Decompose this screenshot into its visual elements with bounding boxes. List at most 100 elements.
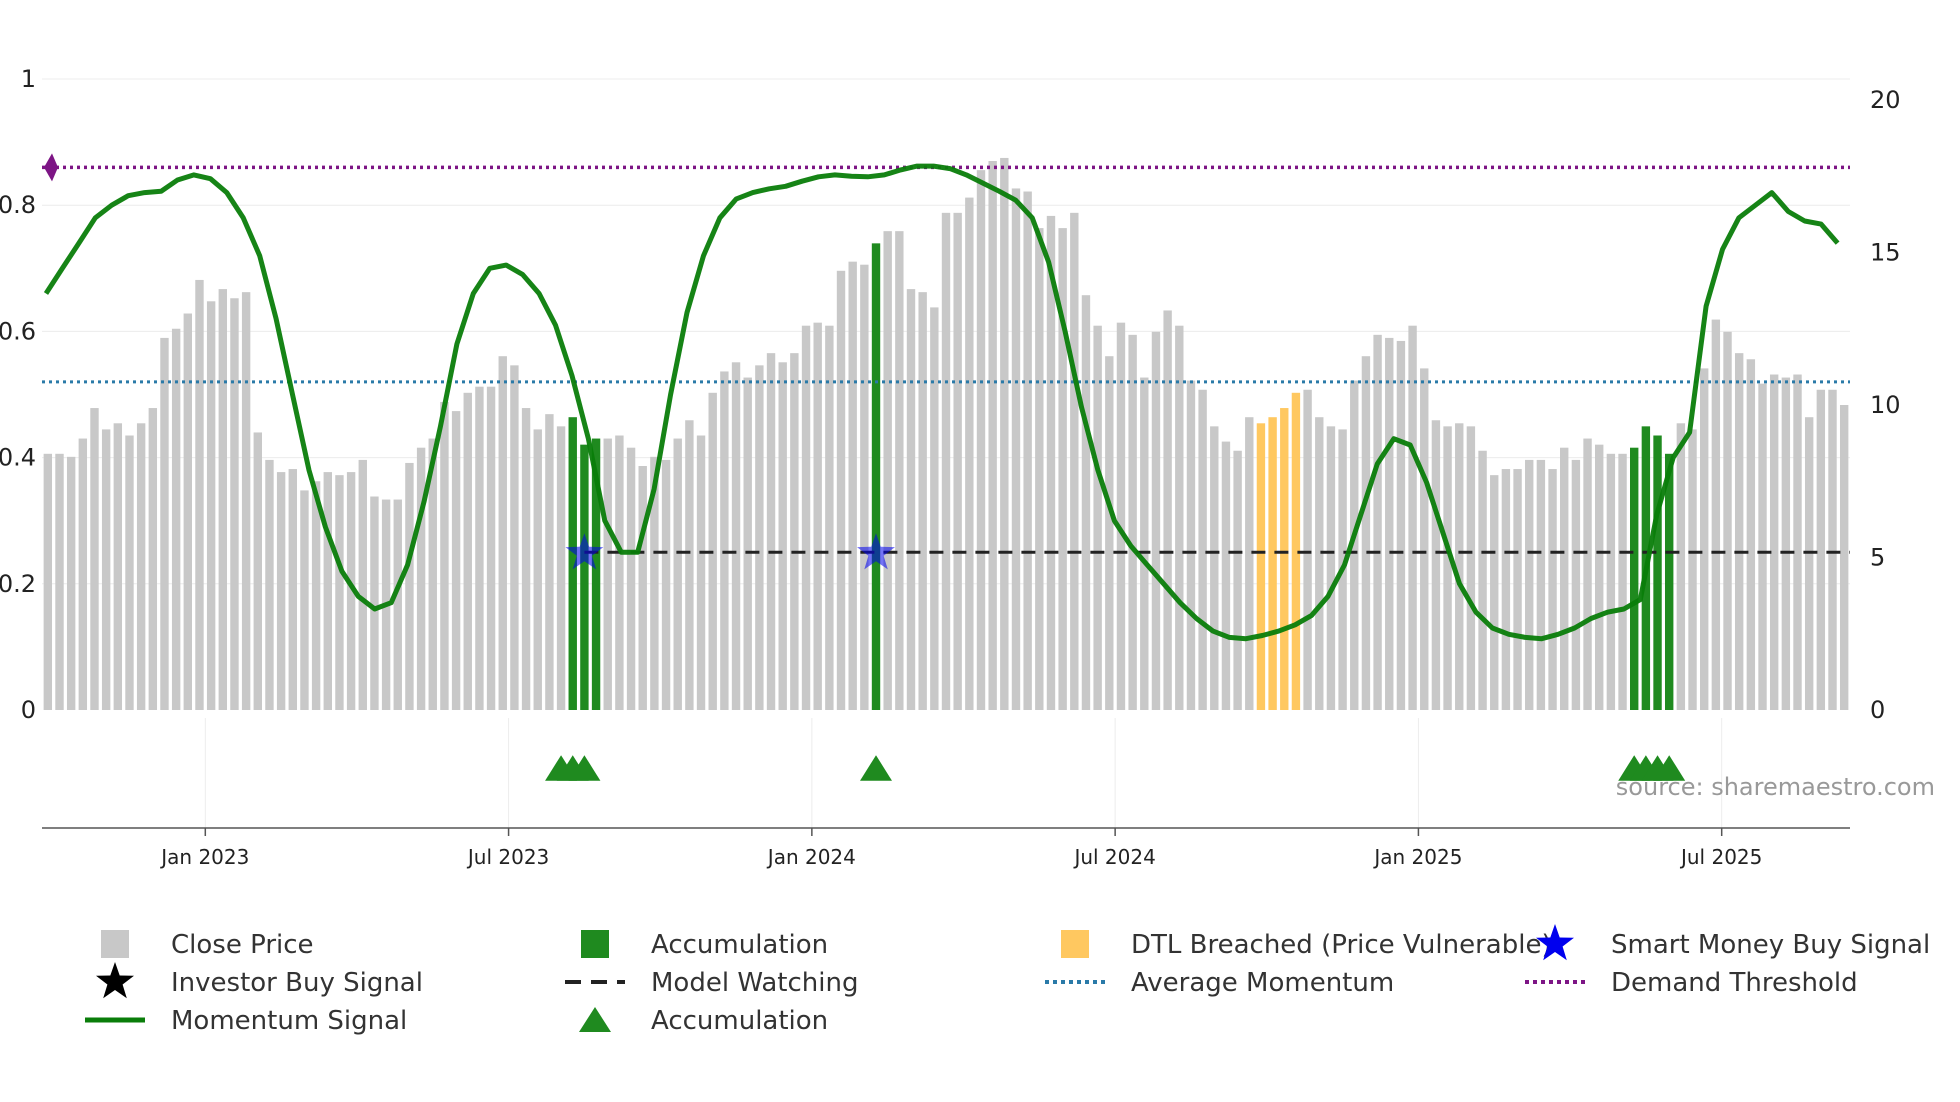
close-price-bar [1723,331,1732,710]
close-price-bar [1804,417,1814,710]
close-price-bar [1151,331,1161,710]
close-price-bar [160,337,169,710]
close-price-bar [603,438,612,710]
close-price-bar [638,466,647,710]
legend-label: Momentum Signal [171,1006,407,1036]
close-price-bar [941,212,951,710]
close-price-bar [335,475,344,710]
close-price-bar [148,408,158,710]
accumulation-triangle [1653,755,1686,781]
x-axis-tick-label: Jul 2025 [1679,845,1762,869]
smart-money-buy-signal-star [565,533,604,570]
close-price-bar [813,322,822,710]
close-price-bar [300,490,309,710]
legend-item-avg: Average Momentum [1045,968,1394,998]
legend-swatch-close-price [101,930,129,958]
close-price-bar [906,289,916,710]
close-price-bar [416,447,426,710]
right-axis-tick: 10 [1870,391,1901,419]
close-price-bar [976,170,986,710]
close-price-bar [860,264,869,710]
close-price-bar [696,435,706,710]
close-price-bar [1431,420,1441,710]
close-price-bar [183,313,193,710]
close-price-bar [556,426,566,710]
close-price-bar [1035,228,1044,710]
close-price-bar [685,420,694,710]
close-price-bar [195,279,204,710]
close-price-bar [953,212,962,710]
close-price-bar [101,429,111,710]
close-price-bar [1128,334,1137,710]
x-axis-tick-label: Jul 2024 [1072,845,1155,869]
close-price-bar [1711,319,1721,710]
close-price-bar [930,307,939,710]
close-price-bar [1385,337,1394,710]
close-price-bar [1466,426,1476,710]
legend-item-watching: Model Watching [565,968,858,998]
close-price-bar [171,328,181,710]
legend-swatch-investor-star [96,962,134,999]
left-axis-tick: 0.8 [0,191,36,219]
close-price-bar [1070,212,1079,710]
close-price-bar [1105,356,1114,710]
legend-label: Demand Threshold [1611,968,1858,998]
close-price-bar [988,161,997,710]
close-price-bar [965,197,974,711]
close-price-bar [323,472,332,710]
close-price-bar [1839,405,1849,710]
smart-money-buy-signal-star [857,533,895,570]
close-price-bar [1536,459,1546,710]
close-price-bar [790,353,799,710]
close-price-bar [346,472,356,710]
close-price-bar [510,365,519,710]
close-price-bar [1081,295,1091,710]
dtl-breached-bar [1256,423,1266,710]
dtl-breached-bar [1291,392,1301,710]
close-price-bar [661,459,671,710]
close-price-bar [1245,417,1254,710]
momentum-line [43,163,1840,642]
close-price-bar [1746,359,1756,710]
close-price-bar [405,462,414,710]
accumulation-bar [871,243,881,710]
close-price-bar [1443,426,1452,710]
close-price-bar [1210,426,1219,710]
close-price-bar [288,469,297,710]
close-price-bar [1583,438,1592,710]
close-price-bar [1560,447,1569,710]
close-price-bar [43,453,53,710]
legend-swatch-dtl [1061,930,1089,958]
close-price-bar [848,261,857,710]
left-axis-tick: 0 [21,696,36,724]
close-price-bar [1420,368,1429,710]
legend-item-momentum: Momentum Signal [85,1006,407,1036]
close-price-bar [720,371,729,710]
legend-item-close: Close Price [101,930,314,960]
close-price-bar [428,438,437,710]
legend-item-demand: Demand Threshold [1525,968,1858,998]
close-price-bar [1548,469,1557,710]
legend-label: Accumulation [651,1006,828,1036]
legend: Close Price Accumulation DTL Breached (Pri… [85,924,1930,1036]
legend-label: Average Momentum [1131,968,1394,998]
close-price-bar [755,365,764,710]
close-price-bar [650,456,659,710]
close-price-bar [1140,377,1149,710]
close-price-bar [1769,374,1779,710]
demand-threshold-marker [44,153,58,182]
accumulation-bar [1630,447,1639,710]
close-price-bar [486,386,496,710]
close-price-bar [1198,389,1207,710]
close-price-bar [1023,191,1032,710]
close-price-bar [113,423,123,710]
price-bars [43,157,1849,711]
close-price-bar [1688,429,1697,710]
x-axis-tick-label: Jul 2023 [466,845,549,869]
legend-item-investor: Investor Buy Signal [96,962,423,999]
close-price-bar [626,447,636,710]
close-price-bar [136,423,146,710]
right-axis-tick: 20 [1870,86,1901,114]
close-price-bar [1326,426,1336,710]
close-price-bar [276,472,286,710]
